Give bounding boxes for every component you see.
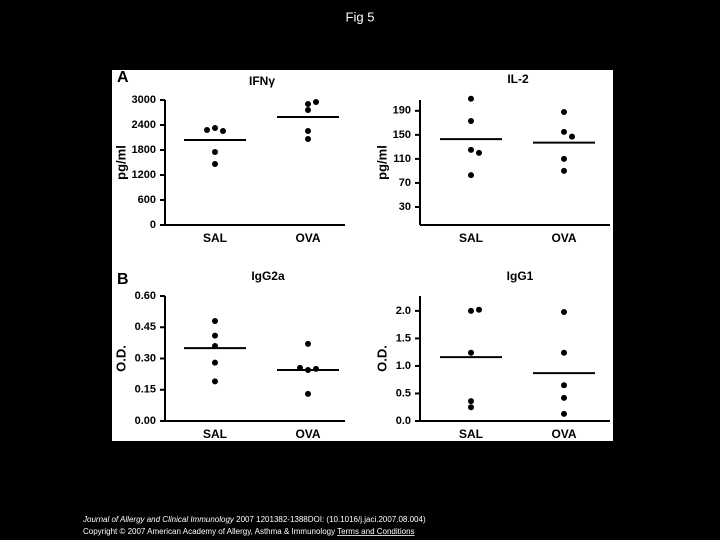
data-point — [561, 155, 567, 162]
x-tick-label: SAL — [203, 427, 227, 441]
terms-link[interactable]: Terms and Conditions — [337, 527, 414, 536]
y-axis-label: O.D. — [374, 345, 389, 372]
data-point — [305, 101, 311, 107]
y-tick-label: 30 — [399, 201, 411, 213]
data-point — [305, 340, 311, 347]
y-tick-label: 0.00 — [135, 415, 156, 427]
data-point — [220, 128, 226, 134]
data-point — [569, 133, 575, 140]
copyright: Copyright © 2007 American Academy of All… — [83, 527, 335, 536]
data-point — [561, 109, 567, 116]
y-axis-label: O.D. — [113, 345, 128, 372]
data-point — [204, 127, 210, 133]
footer-line: Journal of Allergy and Clinical Immunolo… — [82, 515, 426, 524]
data-point — [212, 125, 218, 131]
y-tick-label: 0.0 — [396, 415, 411, 427]
data-point — [212, 343, 218, 349]
data-point — [561, 128, 567, 135]
y-axis-label: pg/ml — [113, 145, 128, 180]
y-tick-label: 1.5 — [396, 332, 411, 344]
y-tick-label: 0.45 — [135, 321, 156, 333]
journal: Journal of Allergy and Clinical Immunolo… — [82, 515, 235, 524]
data-point — [305, 390, 311, 397]
y-tick-label: 1200 — [132, 169, 156, 181]
data-point — [212, 149, 218, 155]
y-axis-label: pg/ml — [374, 145, 389, 180]
y-tick-label: 1.0 — [396, 360, 411, 372]
data-point — [305, 128, 311, 134]
data-point — [212, 332, 218, 339]
data-point — [212, 318, 218, 324]
data-point — [305, 107, 311, 113]
data-point — [468, 349, 474, 356]
citation: 2007 1201382-1388DOI: (10.1016/j.jaci.20… — [236, 515, 426, 524]
slide-title: Fig 5 — [346, 9, 375, 24]
panel-title: IL-2 — [507, 72, 529, 86]
y-tick-label: 0.5 — [396, 387, 411, 399]
panel-title: IFNγ — [249, 74, 275, 88]
data-point — [212, 161, 218, 167]
data-point — [561, 349, 567, 356]
data-point — [305, 366, 311, 373]
data-point — [561, 167, 567, 174]
x-tick-label: SAL — [203, 231, 227, 245]
data-point — [212, 378, 218, 385]
panel-title: IgG2a — [251, 269, 285, 283]
y-tick-label: 3000 — [132, 94, 156, 106]
y-tick-label: 0 — [150, 219, 156, 231]
y-tick-label: 110 — [393, 153, 411, 165]
y-tick-label: 0.15 — [135, 384, 156, 396]
y-tick-label: 0.60 — [135, 290, 156, 302]
data-point — [468, 95, 474, 102]
y-tick-label: 600 — [138, 194, 156, 206]
data-point — [476, 306, 482, 313]
data-point — [468, 172, 474, 179]
data-point — [313, 99, 319, 105]
x-tick-label: OVA — [295, 231, 320, 245]
data-point — [212, 359, 218, 366]
figure-background — [112, 70, 613, 441]
data-point — [476, 149, 482, 156]
data-point — [561, 410, 567, 417]
data-point — [468, 398, 474, 405]
data-point — [561, 308, 567, 315]
x-tick-label: OVA — [295, 427, 320, 441]
data-point — [468, 307, 474, 314]
data-point — [561, 394, 567, 401]
y-tick-label: 70 — [399, 177, 411, 189]
y-tick-label: 1800 — [132, 144, 156, 156]
y-tick-label: 150 — [393, 129, 411, 141]
y-tick-label: 2.0 — [396, 305, 411, 317]
data-point — [468, 404, 474, 411]
panel-title: IgG1 — [507, 269, 534, 283]
footer-line: Copyright © 2007 American Academy of All… — [83, 527, 415, 536]
y-tick-label: 0.30 — [135, 352, 156, 364]
panel-letter: A — [117, 69, 129, 86]
x-tick-label: SAL — [459, 231, 483, 245]
data-point — [305, 136, 311, 142]
data-point — [561, 382, 567, 389]
x-tick-label: OVA — [551, 231, 576, 245]
x-tick-label: OVA — [551, 427, 576, 441]
data-point — [313, 365, 319, 372]
data-point — [468, 118, 474, 125]
data-point — [468, 146, 474, 153]
panel-letter: B — [117, 271, 129, 288]
data-point — [297, 364, 303, 371]
y-tick-label: 2400 — [132, 119, 156, 131]
x-tick-label: SAL — [459, 427, 483, 441]
y-tick-label: 190 — [393, 105, 411, 117]
